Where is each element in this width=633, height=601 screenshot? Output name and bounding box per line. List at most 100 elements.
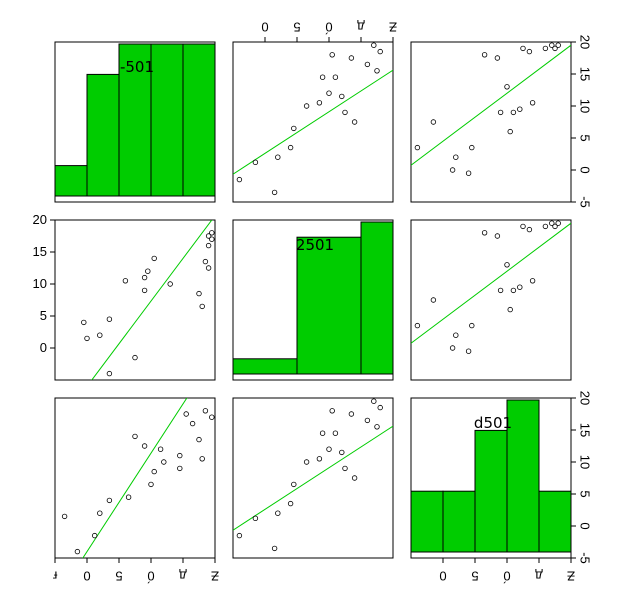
data-point-r1-c3-3 (449, 167, 456, 173)
data-point-r1-c3-4 (453, 154, 459, 160)
data-point-r2-c3-13 (517, 284, 523, 290)
top-tick-label-c2-2: 0 (261, 20, 268, 35)
data-point-r1-c3-10 (504, 84, 510, 90)
bottom-tick-label-c1-1: ғ (52, 569, 57, 584)
fit-line-r3-c1 (82, 398, 188, 558)
panel-box-r2-c3 (410, 219, 572, 381)
data-point-r1-c2-6 (291, 125, 297, 132)
data-point-r2-c3-16 (529, 278, 536, 284)
diagonal-label-1: -501 (120, 58, 154, 76)
data-point-r2-c3-4 (453, 332, 459, 338)
data-point-r1-c2-16 (351, 119, 358, 125)
data-point-r1-c3-7 (481, 52, 488, 58)
histogram-bar-2-1 (232, 358, 298, 375)
bottom-tick-label-c1-5: д (179, 569, 187, 584)
data-point-r3-c1-2 (91, 532, 98, 539)
data-point-r3-c1-14 (141, 443, 148, 449)
data-point-r1-c2-4 (275, 154, 281, 160)
bottom-tick-label-c1-2: 0 (83, 569, 90, 584)
data-point-r2-c3-11 (507, 306, 513, 313)
data-point-r2-c1-14 (205, 265, 212, 271)
data-point-r1-c3-11 (507, 128, 513, 135)
data-point-r1-c2-2 (252, 159, 259, 166)
data-point-r3-c2-12 (332, 430, 339, 436)
data-point-r3-c1-1 (74, 548, 81, 555)
data-point-r3-c1-3 (61, 513, 68, 520)
data-point-r2-c1-3 (84, 335, 90, 342)
data-point-r2-c1-19 (205, 233, 212, 239)
right-tick-label-r1-1: -5 (578, 196, 593, 208)
data-point-r3-c1-12 (177, 452, 183, 459)
data-point-r1-c2-19 (374, 68, 380, 74)
data-point-r3-c1-10 (161, 459, 167, 465)
data-point-r2-c1-18 (209, 236, 215, 242)
data-point-r1-c3-12 (510, 109, 517, 116)
data-point-r1-c2-18 (371, 42, 377, 48)
data-point-r3-c1-11 (199, 456, 205, 462)
data-point-r1-c3-20 (555, 42, 561, 48)
data-point-r1-c3-14 (520, 45, 526, 52)
data-point-r2-c3-7 (481, 230, 488, 236)
data-point-r3-c2-18 (371, 398, 377, 404)
data-point-r2-c3-20 (555, 220, 561, 226)
panel-box-r3-c1 (54, 397, 216, 559)
data-point-r1-c3-15 (526, 48, 533, 55)
data-point-r1-c3-19 (552, 45, 558, 52)
left-tick-label-r2-6: 20 (33, 212, 47, 227)
data-point-r2-c1-1 (106, 370, 113, 377)
data-point-r1-c3-17 (542, 45, 549, 52)
data-point-r2-c3-15 (526, 226, 533, 233)
right-tick-label-r1-5: 15 (578, 67, 593, 81)
data-point-r3-c2-17 (364, 417, 371, 424)
left-tick-label-r2-4: 10 (33, 276, 47, 291)
data-point-r2-c1-8 (196, 290, 202, 297)
data-point-r2-c1-7 (199, 303, 205, 310)
data-point-r3-c2-2 (252, 515, 259, 522)
data-point-r2-c1-13 (145, 268, 151, 274)
data-point-r2-c3-18 (549, 220, 555, 226)
panel-box-r3-c2 (232, 397, 394, 559)
data-point-r3-c1-16 (132, 433, 138, 440)
data-point-r1-c2-20 (377, 48, 383, 55)
top-tick-label-c2-5: д (357, 20, 365, 35)
data-point-r2-c3-3 (449, 345, 456, 351)
right-tick-label-r3-6: 20 (578, 391, 593, 405)
bottom-tick-label-c3-2: 0 (439, 569, 446, 584)
data-point-r2-c1-11 (122, 278, 129, 284)
right-tick-label-r1-3: 5 (578, 134, 593, 141)
data-point-r3-c2-14 (342, 465, 348, 472)
bottom-tick-label-c1-4: 0́ (147, 569, 154, 584)
diagonal-label-2: 2501 (296, 236, 334, 254)
fit-line-r3-c2 (233, 425, 393, 531)
data-point-r3-c1-20 (202, 408, 209, 414)
data-point-r1-c2-9 (319, 74, 326, 80)
data-point-r1-c3-9 (497, 109, 504, 116)
data-point-r2-c1-17 (205, 242, 212, 249)
right-tick-label-r3-2: 0 (578, 522, 593, 529)
data-point-r1-c3-8 (494, 55, 501, 61)
data-point-r3-c1-8 (151, 468, 157, 475)
right-tick-label-r3-3: 5 (578, 490, 593, 497)
left-tick-label-r2-2: 0 (40, 340, 47, 355)
data-point-r2-c1-16 (151, 255, 157, 262)
diagonal-label-3: d501 (474, 414, 512, 432)
data-point-r3-c2-10 (326, 446, 332, 452)
data-point-r1-c3-5 (465, 170, 472, 176)
data-point-r2-c3-2 (430, 297, 437, 303)
data-point-r1-c2-13 (339, 93, 345, 100)
histogram-bar-2-3 (360, 221, 394, 375)
data-point-r3-c2-7 (303, 459, 310, 465)
data-point-r3-c1-19 (183, 411, 189, 417)
fit-line-r1-c3 (411, 44, 571, 166)
data-point-r1-c2-7 (303, 103, 310, 109)
right-tick-label-r3-4: 10 (578, 455, 593, 469)
data-point-r2-c3-19 (552, 223, 558, 230)
data-point-r3-c1-6 (125, 494, 132, 500)
histogram-bar-3-5 (538, 490, 572, 553)
data-point-r3-c1-4 (97, 510, 103, 516)
bottom-tick-label-c3-4: 0́ (503, 569, 510, 584)
bottom-tick-label-c1-3: 5 (115, 569, 122, 584)
fit-line-r2-c3 (411, 222, 571, 344)
data-point-r2-c3-10 (504, 262, 510, 268)
